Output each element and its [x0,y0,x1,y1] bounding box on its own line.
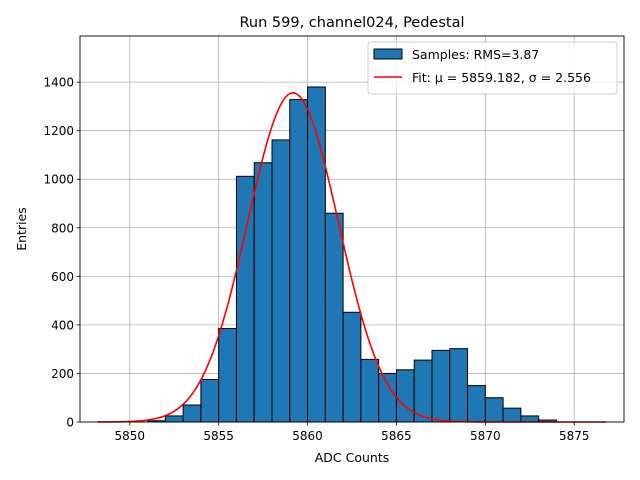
histogram-bar [164,415,184,423]
x-tick-label: 5860 [292,429,323,443]
y-tick-label: 200 [51,367,74,381]
x-tick-label: 5855 [203,429,234,443]
x-tick-label: 5865 [381,429,412,443]
y-tick-label: 600 [51,270,74,284]
histogram-bar [289,99,309,423]
histogram-bar [413,359,433,423]
histogram-bar [467,385,486,423]
y-tick-label: 0 [66,416,74,430]
histogram-bar [342,311,362,423]
histogram-bar [484,397,504,423]
histogram-bar [218,328,237,423]
legend-label-samples: Samples: RMS=3.87 [412,47,539,62]
x-tick-label: 5870 [470,429,501,443]
histogram-bars [147,86,557,423]
histogram-bar [182,404,202,423]
legend-box [367,41,618,95]
histogram-bar [431,349,451,423]
histogram-bar [502,407,522,423]
histogram-bar [449,348,469,423]
chart-title: Run 599, channel024, Pedestal [239,15,464,31]
y-tick-label: 1000 [43,173,74,187]
y-tick-label: 400 [51,318,74,332]
histogram-bar [235,175,255,423]
y-tick-label: 1200 [43,124,74,138]
histogram-bar [360,358,380,423]
x-tick-label: 5850 [115,429,146,443]
axes: 5850 5855 5860 5865 5870 5875 0 200 400 600 800 100… [43,76,589,443]
legend-label-fit: Fit: μ = 5859.182, σ = 2.556 [412,70,591,85]
y-tick-label: 1400 [43,76,74,90]
histogram-bar [378,372,397,423]
histogram-bar [395,369,415,423]
x-tick-label: 5875 [559,429,590,443]
histogram-bar [307,86,326,423]
histogram-bar [520,415,540,423]
legend-swatch-samples [373,48,403,60]
plot-frame [79,35,625,423]
y-tick-label: 800 [51,221,74,235]
y-axis-label: Entries [14,207,29,251]
histogram-bar [200,379,220,423]
legend: Samples: RMS=3.87 Fit: μ = 5859.182, σ =… [367,41,618,95]
histogram-bar [271,139,291,423]
histogram-bar [253,162,273,423]
x-axis-label: ADC Counts [315,450,390,465]
histogram-bar [324,212,344,423]
